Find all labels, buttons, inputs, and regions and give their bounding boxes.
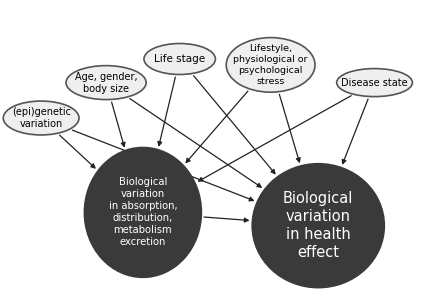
Ellipse shape — [337, 69, 412, 97]
Text: Lifestyle,
physiological or
psychological
stress: Lifestyle, physiological or psychologica… — [233, 44, 308, 86]
Text: Biological
variation
in health
effect: Biological variation in health effect — [283, 191, 353, 260]
Ellipse shape — [84, 148, 201, 277]
Text: Age, gender,
body size: Age, gender, body size — [75, 72, 137, 94]
Ellipse shape — [66, 66, 146, 100]
Ellipse shape — [252, 164, 385, 288]
Text: Life stage: Life stage — [154, 54, 205, 64]
Text: Disease state: Disease state — [341, 78, 408, 88]
Ellipse shape — [144, 43, 216, 75]
Text: (epi)genetic
variation: (epi)genetic variation — [12, 107, 71, 129]
Ellipse shape — [226, 38, 315, 92]
Ellipse shape — [3, 101, 79, 135]
Text: Biological
variation
in absorption,
distribution,
metabolism
excretion: Biological variation in absorption, dist… — [109, 177, 177, 248]
